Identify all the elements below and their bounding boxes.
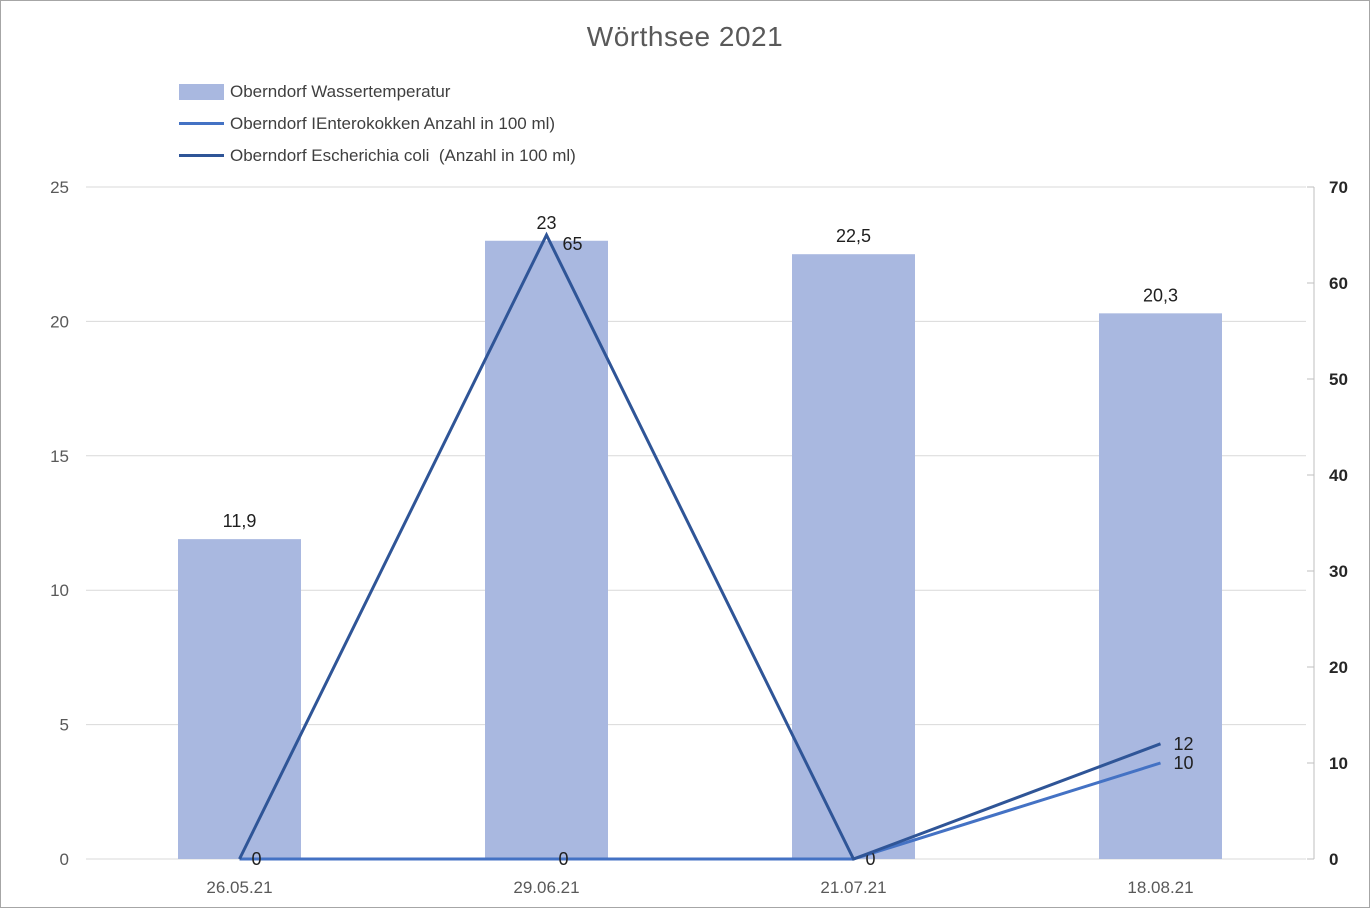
x-axis-label: 29.06.21: [513, 878, 579, 897]
line-data-label: 0: [866, 849, 876, 869]
y-axis-label-left: 10: [50, 581, 69, 600]
bar-data-label: 20,3: [1143, 285, 1178, 305]
bar: [485, 240, 608, 859]
line-swatch-icon: [179, 121, 224, 126]
y-axis-label-left: 0: [60, 850, 69, 869]
y-axis-label-left: 25: [50, 178, 69, 197]
y-axis-label-left: 5: [60, 716, 69, 735]
x-axis-label: 18.08.21: [1127, 878, 1193, 897]
legend-swatch-wrap: [179, 121, 224, 126]
x-axis-label: 21.07.21: [820, 878, 886, 897]
y-axis-label-left: 15: [50, 447, 69, 466]
y-axis-label-left: 20: [50, 312, 69, 331]
legend: Oberndorf Wassertemperatur Oberndorf IEn…: [179, 81, 576, 177]
line-swatch-icon: [179, 153, 224, 158]
y-axis-label-right: 20: [1329, 658, 1348, 677]
legend-label-escherichia-coli: Oberndorf Escherichia coli (Anzahl in 10…: [230, 145, 576, 165]
bar: [178, 539, 301, 859]
bar-data-label: 23: [536, 213, 556, 233]
line-data-label: 0: [252, 849, 262, 869]
line-data-label: 10: [1174, 753, 1194, 773]
y-axis-label-right: 40: [1329, 466, 1348, 485]
legend-swatch-wrap: [179, 153, 224, 158]
chart-title: Wörthsee 2021: [586, 21, 784, 52]
legend-label-wassertemperatur: Oberndorf Wassertemperatur: [230, 81, 451, 101]
y-axis-label-right: 30: [1329, 562, 1348, 581]
legend-item-escherichia-coli: Oberndorf Escherichia coli (Anzahl in 10…: [179, 145, 576, 166]
bar-swatch-icon: [179, 83, 224, 100]
line-data-label: 12: [1174, 734, 1194, 754]
x-axis-label: 26.05.21: [206, 878, 272, 897]
bar-data-label: 11,9: [223, 511, 257, 531]
y-axis-label-right: 10: [1329, 754, 1348, 773]
line-data-label: 0: [559, 849, 569, 869]
y-axis-label-right: 0: [1329, 850, 1338, 869]
series-line: [238, 231, 1162, 861]
y-axis-label-right: 70: [1329, 178, 1348, 197]
legend-swatch-wrap: [179, 83, 224, 100]
legend-label-enterokokken: Oberndorf IEnterokokken Anzahl in 100 ml…: [230, 113, 556, 133]
series-line: [239, 761, 1161, 861]
line-data-label: 65: [563, 234, 583, 254]
bar: [792, 254, 915, 859]
bar-data-label: 22,5: [836, 226, 871, 246]
legend-item-enterokokken: Oberndorf IEnterokokken Anzahl in 100 ml…: [179, 113, 576, 134]
legend-item-wassertemperatur: Oberndorf Wassertemperatur: [179, 81, 576, 102]
y-axis-label-right: 60: [1329, 274, 1348, 293]
y-axis-label-right: 50: [1329, 370, 1348, 389]
bar: [1099, 313, 1222, 859]
